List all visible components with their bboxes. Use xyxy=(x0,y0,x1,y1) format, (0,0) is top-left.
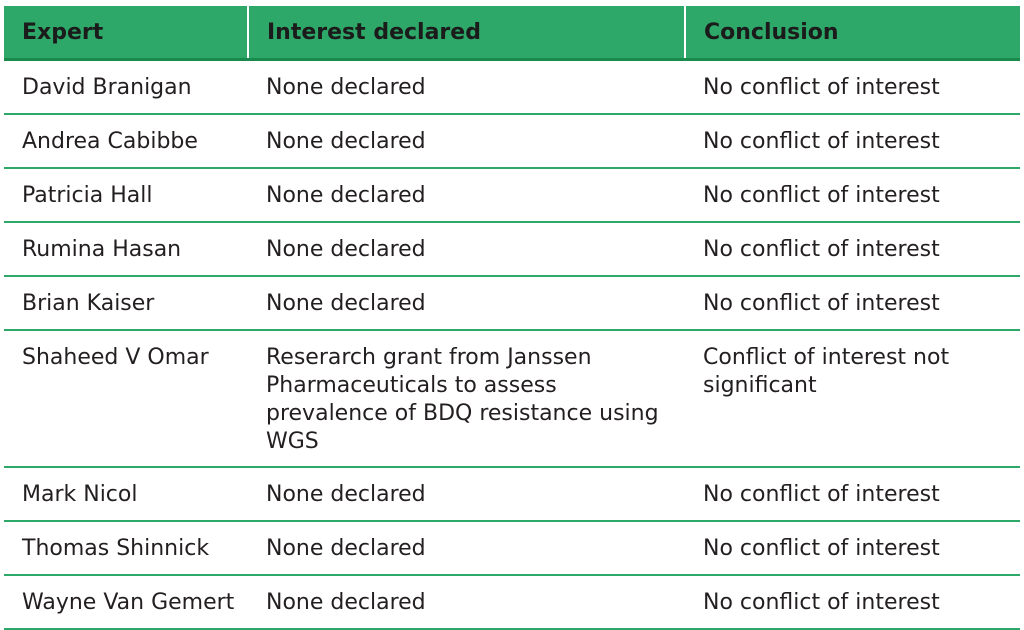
conclusion: No conflict of interest xyxy=(685,114,1020,169)
table-row: Wayne Van Gemert None declared No confli… xyxy=(4,575,1020,630)
header-row: Expert Interest declared Conclusion xyxy=(4,6,1020,61)
conflict-of-interest-table-wrapper: Expert Interest declared Conclusion Davi… xyxy=(4,6,1020,630)
table-header: Expert Interest declared Conclusion xyxy=(4,6,1020,61)
conclusion: No conflict of interest xyxy=(685,222,1020,277)
table-body: David Branigan None declared No conflict… xyxy=(4,59,1020,630)
conclusion: Conflict of interest not significant xyxy=(685,330,1020,468)
expert-name: Mark Nicol xyxy=(4,467,248,522)
table-row: Patricia Hall None declared No conflict … xyxy=(4,168,1020,223)
interest-declared: None declared xyxy=(248,168,685,223)
interest-declared: Reserarch grant from Janssen Pharmaceuti… xyxy=(248,330,685,468)
expert-name: Shaheed V Omar xyxy=(4,330,248,468)
expert-name: Rumina Hasan xyxy=(4,222,248,277)
expert-name: David Branigan xyxy=(4,59,248,115)
table-row: Rumina Hasan None declared No conflict o… xyxy=(4,222,1020,277)
table-row: Brian Kaiser None declared No conflict o… xyxy=(4,276,1020,331)
table-row: Thomas Shinnick None declared No conflic… xyxy=(4,521,1020,576)
conclusion: No conflict of interest xyxy=(685,521,1020,576)
interest-declared: None declared xyxy=(248,467,685,522)
expert-name: Andrea Cabibbe xyxy=(4,114,248,169)
interest-declared: None declared xyxy=(248,222,685,277)
expert-name: Brian Kaiser xyxy=(4,276,248,331)
table-row: Shaheed V Omar Reserarch grant from Jans… xyxy=(4,330,1020,468)
interest-declared: None declared xyxy=(248,114,685,169)
interest-declared: None declared xyxy=(248,276,685,331)
conclusion: No conflict of interest xyxy=(685,168,1020,223)
interest-declared: None declared xyxy=(248,59,685,115)
conclusion: No conflict of interest xyxy=(685,575,1020,630)
table-row: Andrea Cabibbe None declared No conflict… xyxy=(4,114,1020,169)
conclusion: No conflict of interest xyxy=(685,276,1020,331)
header-interest-declared: Interest declared xyxy=(248,6,686,61)
table-row: Mark Nicol None declared No conflict of … xyxy=(4,467,1020,522)
interest-declared: None declared xyxy=(248,575,685,630)
interest-declared: None declared xyxy=(248,521,685,576)
expert-name: Patricia Hall xyxy=(4,168,248,223)
conflict-of-interest-table: Expert Interest declared Conclusion Davi… xyxy=(4,6,1020,630)
table-row: David Branigan None declared No conflict… xyxy=(4,59,1020,115)
expert-name: Wayne Van Gemert xyxy=(4,575,248,630)
header-conclusion: Conclusion xyxy=(685,6,1020,61)
header-expert: Expert xyxy=(4,6,249,61)
conclusion: No conflict of interest xyxy=(685,59,1020,115)
conclusion: No conflict of interest xyxy=(685,467,1020,522)
expert-name: Thomas Shinnick xyxy=(4,521,248,576)
